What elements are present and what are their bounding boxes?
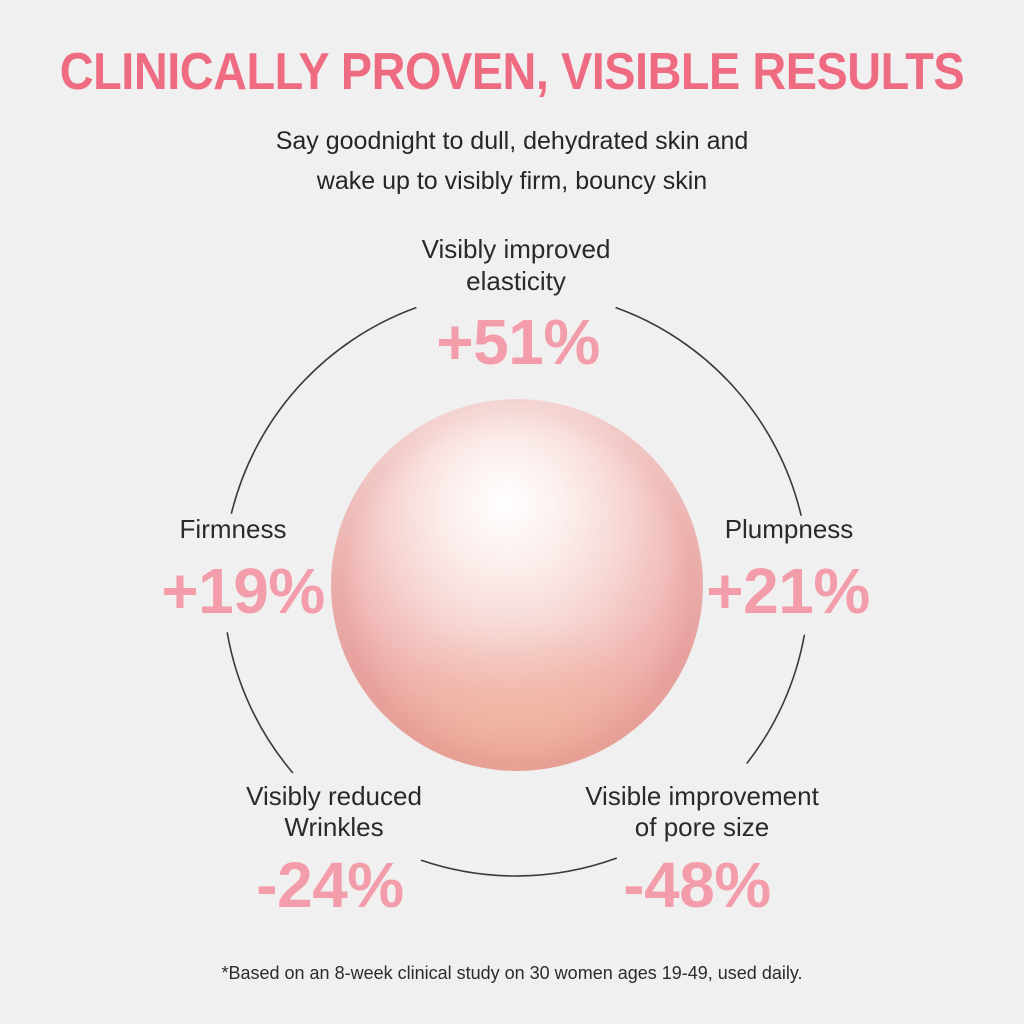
stat-label-line: Plumpness — [724, 514, 854, 544]
stat-label-line: Visibly improved — [421, 234, 611, 264]
page-title: CLINICALLY PROVEN, VISIBLE RESULTS — [59, 43, 965, 101]
stat-label-line: elasticity — [466, 266, 566, 296]
stat-label-line: Visibly reduced — [246, 781, 422, 811]
stat-label-plumpness: Plumpness — [725, 513, 854, 545]
stat-value-elasticity: +51% — [436, 306, 600, 378]
stat-label-line: Visible improvement — [585, 781, 819, 811]
arc-lower-left-segment — [226, 632, 294, 774]
arc-right-segment — [746, 634, 806, 764]
arc-upper-left-segment — [230, 306, 417, 514]
subtitle-line-1: Say goodnight to dull, dehydrated skin a… — [275, 127, 749, 155]
subtitle-line-2: wake up to visibly firm, bouncy skin — [316, 167, 708, 195]
stat-value-wrinkles: -24% — [256, 849, 404, 921]
arc-bottom-segment — [420, 857, 617, 877]
stat-value-plumpness: +21% — [706, 555, 870, 627]
pearl-sphere — [331, 399, 703, 771]
stat-label-line: Wrinkles — [284, 812, 384, 842]
footnote: *Based on an 8-week clinical study on 30… — [221, 963, 803, 983]
stat-value-firmness: +19% — [161, 555, 325, 627]
stat-label-pore-size: Visible improvement of pore size — [585, 781, 819, 843]
stat-label-line: Firmness — [179, 514, 287, 544]
subtitle: Say goodnight to dull, dehydrated skin a… — [0, 121, 1024, 201]
stat-value-pore-size: -48% — [623, 849, 771, 921]
stat-label-firmness: Firmness — [180, 513, 287, 545]
arc-upper-right-segment — [615, 306, 802, 516]
stat-label-elasticity: Visibly improved elasticity — [422, 233, 611, 297]
stat-label-wrinkles: Visibly reduced Wrinkles — [246, 781, 422, 843]
stat-label-line: of pore size — [634, 812, 770, 842]
